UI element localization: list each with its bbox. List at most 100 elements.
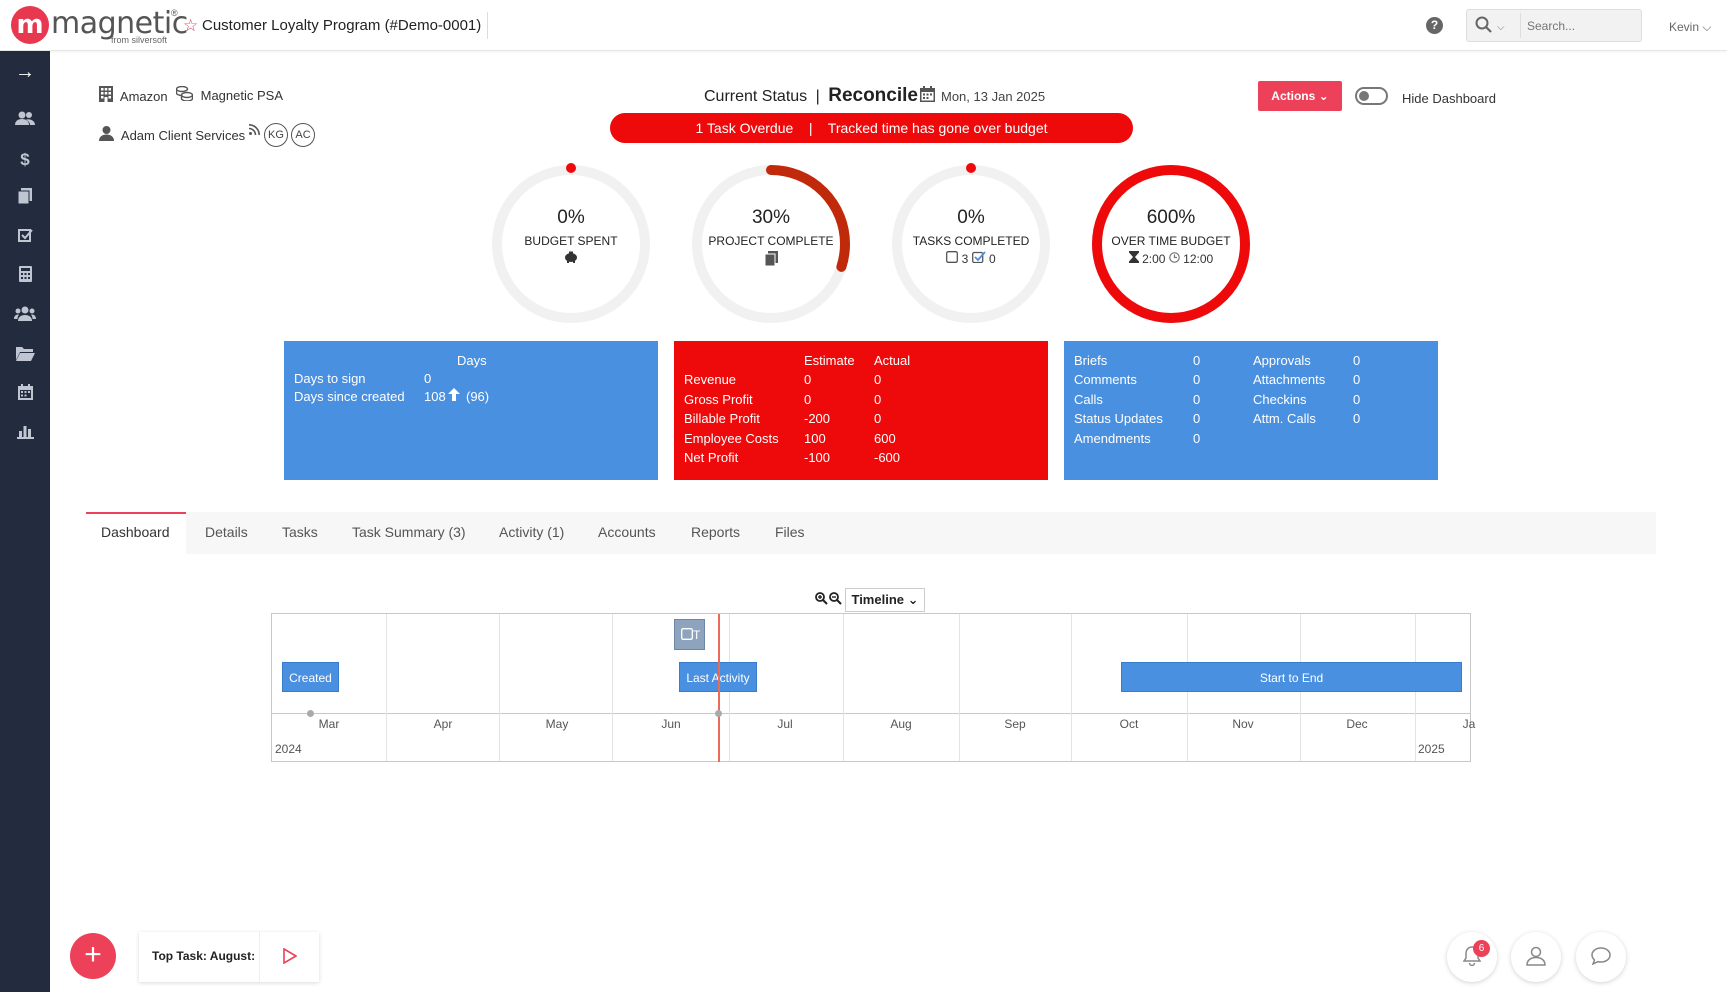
project-complete-ring[interactable]: 30% PROJECT COMPLETE	[689, 162, 853, 326]
activity-label: Amendments	[1074, 431, 1151, 446]
timeline-item-created[interactable]: Created	[282, 662, 339, 692]
sidebar-calendar-icon[interactable]	[0, 378, 50, 412]
project-complete-label: PROJECT COMPLETE	[708, 234, 834, 248]
hide-dashboard-toggle[interactable]	[1355, 87, 1388, 105]
days-stats-box: Days Days to sign 0 Days since created 1…	[284, 341, 658, 480]
zoom-out-icon[interactable]	[829, 592, 842, 608]
overdue-alert-bar[interactable]: 1 Task Overdue | Tracked time has gone o…	[610, 113, 1133, 143]
tasks-completed-label: TASKS COMPLETED	[912, 234, 1030, 248]
timeline-gridline	[612, 614, 613, 713]
timeline-month-label: Ja	[1462, 717, 1476, 731]
expand-sidebar-arrow-icon[interactable]: →	[15, 61, 35, 83]
magnetic-logo-icon[interactable]: m	[11, 6, 49, 44]
timeline-today-marker	[718, 614, 720, 762]
sidebar-finance-dollar-icon[interactable]: $	[20, 150, 30, 169]
actions-button[interactable]: Actions ⌄	[1258, 81, 1342, 111]
avatar[interactable]: KG	[264, 123, 288, 147]
chat-bubble-icon[interactable]	[1576, 932, 1626, 982]
activity-value: 0	[1353, 411, 1361, 426]
search-icon[interactable]	[1475, 16, 1493, 39]
zoom-in-icon[interactable]	[815, 592, 828, 608]
financial-row-estimate: 0	[804, 392, 812, 407]
over-time-budget-label: OVER TIME BUDGET	[1111, 234, 1231, 248]
play-timer-button[interactable]	[259, 932, 319, 982]
hide-dashboard-label: Hide Dashboard	[1402, 91, 1496, 106]
client-company[interactable]: Amazon	[99, 86, 168, 106]
tab-accounts[interactable]: Accounts	[598, 524, 656, 540]
timeline-month-label: May	[545, 717, 569, 731]
timeline-task-label: T	[693, 628, 701, 642]
sidebar-folder-icon[interactable]	[0, 339, 50, 373]
financial-row-estimate: 100	[804, 431, 826, 446]
status-value[interactable]: Reconcile	[828, 85, 918, 106]
current-status: Current Status | Reconcile	[704, 85, 918, 107]
user-profile-icon[interactable]	[1511, 932, 1561, 982]
timeline-gridline	[386, 614, 387, 713]
activity-label: Calls	[1074, 392, 1103, 407]
actual-column-header: Actual	[874, 353, 911, 368]
rss-feed-icon[interactable]	[248, 124, 260, 138]
budget-spent-ring[interactable]: 0% BUDGET SPENT	[489, 162, 653, 326]
client-product[interactable]: Magnetic PSA	[175, 85, 283, 105]
search-input[interactable]	[1520, 13, 1638, 38]
avatar[interactable]: AC	[291, 123, 315, 147]
help-icon[interactable]: ?	[1426, 17, 1443, 34]
tab-task-summary[interactable]: Task Summary (3)	[352, 524, 466, 540]
copy-documents-icon	[689, 251, 853, 269]
timeline-month-label: Mar	[318, 717, 340, 731]
financial-row-estimate: -200	[804, 411, 831, 426]
timeline-item-start-to-end[interactable]: Start to End	[1121, 662, 1462, 692]
timeline-year-label: 2024	[275, 742, 302, 756]
timeline-gridline	[843, 614, 844, 713]
project-complete-value: 30%	[751, 207, 791, 228]
sidebar-tasks-check-icon[interactable]	[0, 221, 50, 255]
financial-row-estimate: 0	[804, 372, 812, 387]
activity-stats-box: Briefs 0 Comments 0 Calls 0 Status Updat…	[1064, 341, 1438, 480]
notifications-bell-icon[interactable]	[1447, 932, 1497, 982]
budget-spent-gauge	[492, 163, 650, 323]
favorite-star-icon[interactable]: ☆	[183, 16, 199, 35]
sidebar-calculator-icon[interactable]	[0, 260, 50, 294]
tab-activity[interactable]: Activity (1)	[499, 524, 565, 540]
financial-row-actual: 0	[874, 372, 882, 387]
sidebar-contacts-icon[interactable]	[0, 104, 50, 138]
tab-reports[interactable]: Reports	[691, 524, 741, 540]
financial-row-actual: 0	[874, 392, 882, 407]
status-separator: |	[815, 88, 820, 105]
activity-label: Briefs	[1074, 353, 1108, 368]
timeline-view-select[interactable]: Timeline ⌄	[845, 588, 925, 612]
person-icon	[99, 126, 114, 145]
activity-value: 0	[1353, 353, 1361, 368]
tracked-time: 2:00	[1142, 252, 1166, 266]
over-time-budget-ring[interactable]: 600% OVER TIME BUDGET 2:00 12:00	[1089, 162, 1253, 326]
budget-spent-value: 0%	[557, 207, 585, 228]
add-new-button[interactable]: +	[70, 933, 116, 979]
timeline-task-item[interactable]: T	[674, 619, 705, 650]
days-row-value: 108	[424, 389, 446, 404]
over-time-budget-gauge	[1092, 165, 1250, 323]
sidebar-team-icon[interactable]	[0, 299, 50, 333]
tab-files[interactable]: Files	[775, 524, 805, 540]
financial-row-actual: -600	[874, 450, 901, 465]
sidebar-documents-icon[interactable]	[0, 182, 50, 216]
calendar-icon	[920, 86, 935, 107]
tab-details[interactable]: Details	[205, 524, 248, 540]
timeline-month-label: Aug	[890, 717, 912, 731]
user-menu[interactable]: Kevin ⌵	[1669, 20, 1712, 34]
tab-tasks[interactable]: Tasks	[282, 524, 318, 540]
logo-name[interactable]: magnetic	[51, 6, 188, 41]
client-contact[interactable]: Adam Client Services	[99, 126, 245, 145]
sidebar-reports-chart-icon[interactable]	[0, 417, 50, 451]
days-row-value: 0	[424, 371, 432, 386]
client-product-name: Magnetic PSA	[200, 88, 283, 103]
days-row-extra: (96)	[466, 389, 490, 404]
status-prefix: Current Status	[704, 88, 808, 105]
budget-spent-label: BUDGET SPENT	[524, 234, 618, 248]
tasks-completed-ring[interactable]: 0% TASKS COMPLETED 3 0	[889, 162, 1053, 326]
estimate-column-header: Estimate	[804, 353, 855, 368]
top-task-label: Top Task: August:	[152, 949, 256, 963]
tab-dashboard[interactable]: Dashboard	[101, 524, 170, 540]
search-box: ⌵	[1466, 9, 1642, 42]
top-task-widget: Top Task: August:	[139, 932, 319, 982]
chevron-down-icon[interactable]: ⌵	[1497, 22, 1505, 33]
